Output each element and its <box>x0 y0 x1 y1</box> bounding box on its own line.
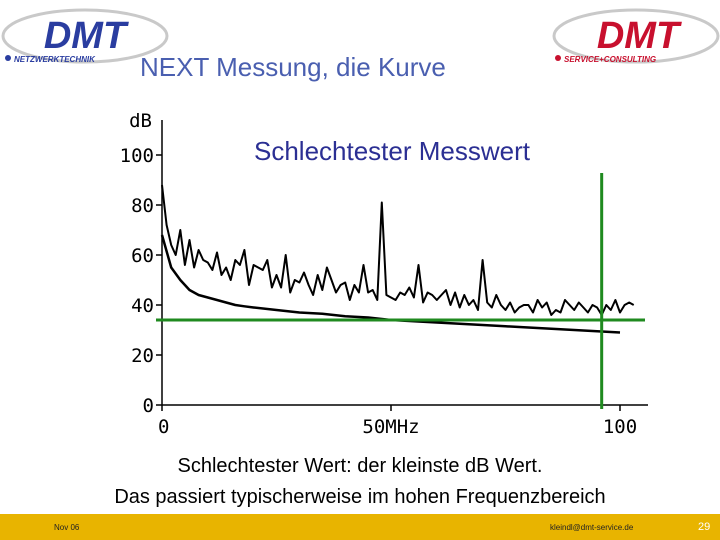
footer-bar: Nov 06 kleindl@dmt-service.de 29 <box>0 514 720 540</box>
y-tick-label: 80 <box>131 195 154 217</box>
y-tick-label: 60 <box>131 245 154 267</box>
x-tick-label: 100 <box>603 416 637 438</box>
y-tick-label: 20 <box>131 345 154 367</box>
caption-line-2: Das passiert typischerweise im hohen Fre… <box>114 486 606 508</box>
limit-line <box>160 234 621 334</box>
dmt-netzwerktechnik-logo: DMT NETZWERKTECHNIK <box>1 8 169 64</box>
measured-next-line <box>161 184 635 316</box>
logo-left-tagline: NETZWERKTECHNIK <box>14 55 96 64</box>
logo-right-tagline: SERVICE+CONSULTING <box>564 55 656 64</box>
footer-date: Nov 06 <box>54 523 80 532</box>
dmt-service-consulting-logo: DMT SERVICE+CONSULTING <box>552 8 720 64</box>
logo-right-wordmark: DMT <box>597 15 682 57</box>
chart-series <box>160 184 635 334</box>
next-measurement-chart: dB 100 80 60 40 20 00 50MHz 100 <box>120 110 648 438</box>
worst-value-annotation: Schlechtester Messwert <box>254 136 530 166</box>
x-tick-label: 0 <box>158 416 169 438</box>
chart-axes <box>161 120 648 406</box>
chart-ticks: dB 100 80 60 40 20 00 50MHz 100 <box>120 110 637 438</box>
logo-left-wordmark: DMT <box>44 15 129 57</box>
y-tick-label: 100 <box>120 145 154 167</box>
chart-markers <box>156 173 645 409</box>
y-tick-label: 40 <box>131 295 154 317</box>
y-tick-label: 0 <box>143 395 154 417</box>
caption-line-1: Schlechtester Wert: der kleinste dB Wert… <box>177 455 543 477</box>
y-axis-label: dB <box>129 110 152 132</box>
page-number: 29 <box>698 521 711 533</box>
x-tick-label: 50MHz <box>362 416 419 438</box>
slide-title: NEXT Messung, die Kurve <box>140 52 446 82</box>
footer-email: kleindl@dmt-service.de <box>550 523 634 532</box>
